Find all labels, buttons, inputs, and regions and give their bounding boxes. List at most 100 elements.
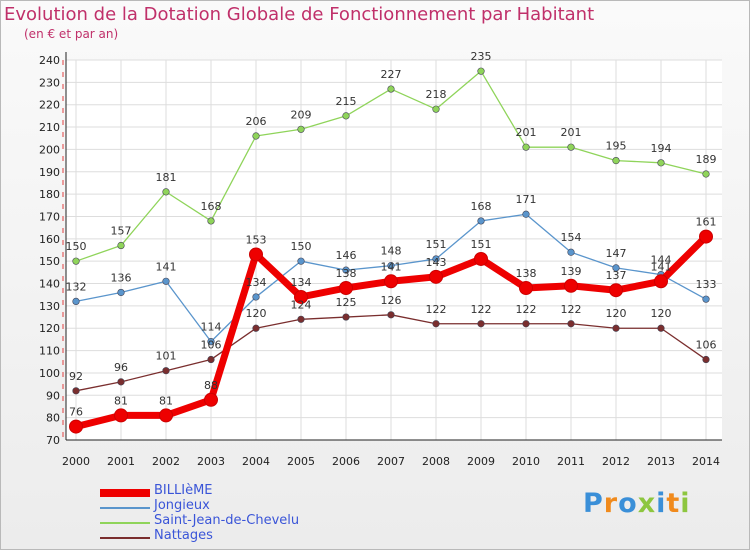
y-tick-label: 230 bbox=[39, 76, 60, 89]
data-point-jongieux bbox=[117, 288, 125, 297]
data-label: 150 bbox=[291, 240, 312, 253]
data-point-saint-jean-de-chevelu bbox=[342, 112, 350, 120]
y-tick-label: 140 bbox=[39, 278, 60, 291]
x-tick-label: 2012 bbox=[602, 455, 630, 468]
chart-title: Evolution de la Dotation Globale de Fonc… bbox=[4, 4, 595, 25]
data-point-billi-me bbox=[564, 278, 578, 293]
data-label: 157 bbox=[111, 225, 132, 238]
y-tick-label: 80 bbox=[46, 412, 60, 425]
data-point-nattages bbox=[657, 324, 665, 332]
data-point-jongieux bbox=[207, 338, 215, 346]
data-point-saint-jean-de-chevelu bbox=[72, 257, 80, 265]
data-point-saint-jean-de-chevelu bbox=[432, 105, 440, 113]
data-point-jongieux bbox=[72, 297, 80, 306]
y-tick-label: 130 bbox=[39, 300, 60, 313]
data-point-saint-jean-de-chevelu bbox=[117, 241, 125, 250]
data-labels: 76 81 81 88 153 134 138 141 143 151 138 139 137 141 16… bbox=[66, 50, 717, 418]
data-label: 122 bbox=[426, 303, 447, 316]
data-label: 120 bbox=[606, 307, 627, 320]
data-label: 88 bbox=[204, 379, 218, 392]
data-point-billi-me bbox=[294, 289, 308, 304]
data-label: 218 bbox=[426, 88, 447, 101]
data-label: 147 bbox=[606, 247, 627, 260]
data-label: 153 bbox=[246, 233, 267, 246]
data-point-saint-jean-de-chevelu bbox=[657, 159, 665, 167]
data-label: 150 bbox=[66, 240, 87, 253]
x-tick-label: 2001 bbox=[107, 455, 135, 468]
series-group bbox=[69, 67, 713, 434]
data-point-nattages bbox=[612, 324, 620, 332]
data-label: 126 bbox=[381, 294, 402, 307]
y-tick-label: 90 bbox=[46, 389, 60, 402]
data-label: 168 bbox=[201, 200, 222, 213]
line-chart: 7080901001101201301401501601701801902002… bbox=[39, 50, 722, 468]
data-point-saint-jean-de-chevelu bbox=[252, 132, 260, 140]
x-tick-label: 2011 bbox=[557, 455, 585, 468]
data-point-billi-me bbox=[69, 419, 83, 434]
data-point-billi-me bbox=[474, 251, 488, 266]
data-label: 141 bbox=[651, 260, 672, 273]
legend-label: Nattages bbox=[154, 528, 213, 543]
y-tick-label: 110 bbox=[39, 345, 60, 358]
y-tick-label: 190 bbox=[39, 166, 60, 179]
data-point-nattages bbox=[117, 378, 125, 386]
data-point-saint-jean-de-chevelu bbox=[567, 143, 575, 151]
y-tick-label: 200 bbox=[39, 143, 60, 156]
data-point-billi-me bbox=[699, 229, 713, 244]
data-label: 181 bbox=[156, 171, 177, 184]
data-label: 141 bbox=[381, 260, 402, 273]
data-label: 144 bbox=[651, 254, 672, 267]
data-point-saint-jean-de-chevelu bbox=[207, 217, 215, 225]
data-label: 235 bbox=[471, 50, 492, 63]
x-tick-label: 2007 bbox=[377, 455, 405, 468]
data-point-billi-me bbox=[609, 283, 623, 298]
x-tick-label: 2008 bbox=[422, 455, 450, 468]
x-tick-label: 2003 bbox=[197, 455, 225, 468]
data-point-jongieux bbox=[522, 210, 530, 218]
data-label: 141 bbox=[156, 260, 177, 273]
data-point-jongieux bbox=[702, 295, 710, 303]
data-point-billi-me bbox=[339, 281, 353, 295]
data-point-nattages bbox=[522, 320, 530, 328]
data-point-billi-me bbox=[384, 274, 398, 289]
data-label: 106 bbox=[201, 339, 222, 352]
data-label: 136 bbox=[111, 271, 132, 284]
legend-swatch bbox=[100, 522, 150, 524]
chart-subtitle: (en € et par an) bbox=[24, 27, 119, 41]
data-label: 81 bbox=[159, 394, 173, 407]
legend-swatch bbox=[100, 489, 150, 497]
data-label: 161 bbox=[696, 216, 717, 229]
data-label: 106 bbox=[696, 339, 717, 352]
data-label: 114 bbox=[201, 321, 222, 334]
data-point-nattages bbox=[297, 315, 305, 323]
data-point-nattages bbox=[567, 320, 575, 328]
data-label: 138 bbox=[516, 267, 537, 280]
data-label: 171 bbox=[516, 193, 537, 206]
y-tick-label: 100 bbox=[39, 367, 60, 380]
data-label: 168 bbox=[471, 200, 492, 213]
legend-label: Saint-Jean-de-Chevelu bbox=[154, 513, 300, 528]
data-label: 215 bbox=[336, 95, 357, 108]
data-label: 189 bbox=[696, 153, 717, 166]
data-label: 148 bbox=[381, 245, 402, 258]
data-label: 209 bbox=[291, 108, 312, 121]
data-point-saint-jean-de-chevelu bbox=[612, 156, 620, 165]
data-point-nattages bbox=[387, 311, 395, 319]
data-label: 195 bbox=[606, 140, 627, 153]
y-tick-labels: 70 80 90 100 110 120 130 140 150 160 170 180 190 200 2… bbox=[39, 54, 60, 447]
x-tick-label: 2000 bbox=[62, 455, 90, 468]
x-tick-label: 2009 bbox=[467, 455, 495, 468]
x-tick-label: 2013 bbox=[647, 455, 675, 468]
data-point-jongieux bbox=[387, 262, 395, 270]
x-tick-label: 2006 bbox=[332, 455, 360, 468]
data-label: 133 bbox=[696, 278, 717, 291]
axes bbox=[62, 52, 722, 441]
grid-lines bbox=[66, 59, 722, 441]
y-tick-label: 150 bbox=[39, 255, 60, 268]
data-label: 101 bbox=[156, 350, 177, 363]
data-point-jongieux bbox=[567, 248, 575, 256]
data-label: 96 bbox=[114, 361, 128, 374]
data-point-billi-me bbox=[654, 274, 668, 289]
data-point-jongieux bbox=[162, 277, 170, 285]
data-point-billi-me bbox=[249, 247, 263, 262]
